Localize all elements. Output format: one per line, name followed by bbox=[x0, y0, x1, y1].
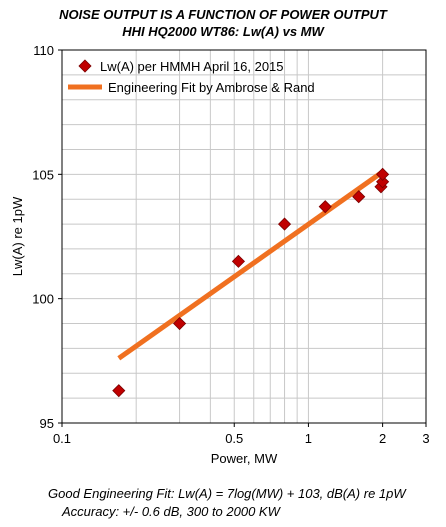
legend-label-line: Engineering Fit by Ambrose & Rand bbox=[108, 80, 315, 95]
y-axis-label: Lw(A) re 1pW bbox=[10, 196, 25, 276]
fit-line bbox=[117, 169, 385, 361]
plot-area bbox=[61, 49, 427, 424]
data-point bbox=[112, 384, 126, 398]
data-point bbox=[376, 167, 390, 181]
data-point bbox=[277, 217, 292, 231]
series-layer bbox=[112, 167, 390, 398]
legend-label-scatter: Lw(A) per HMMH April 16, 2015 bbox=[100, 59, 284, 74]
x-tick-label: 0.1 bbox=[53, 431, 71, 446]
y-tick-label: 105 bbox=[32, 167, 54, 182]
grid bbox=[62, 50, 426, 423]
x-axis-label: Power, MW bbox=[211, 451, 278, 466]
chart-title: NOISE OUTPUT IS A FUNCTION OF POWER OUTP… bbox=[59, 7, 387, 22]
data-point bbox=[231, 254, 246, 268]
x-tick-label: 2 bbox=[379, 431, 386, 446]
x-tick-label: 1 bbox=[305, 431, 312, 446]
data-point bbox=[376, 175, 390, 189]
legend-marker-scatter bbox=[78, 59, 92, 73]
data-point bbox=[173, 316, 187, 331]
x-tick-label: 0.5 bbox=[225, 431, 243, 446]
tick-labels: 0.1 0.5 1 2 3 95 100 105 110 bbox=[32, 43, 429, 446]
chart-subtitle: HHI HQ2000 WT86: Lw(A) vs MW bbox=[122, 24, 324, 39]
x-tick-label: 3 bbox=[422, 431, 429, 446]
y-tick-label: 95 bbox=[40, 416, 54, 431]
y-tick-label: 110 bbox=[33, 43, 54, 58]
accuracy-note: Accuracy: +/- 0.6 dB, 300 to 2000 KW bbox=[62, 504, 280, 519]
legend: Lw(A) per HMMH April 16, 2015 Engineering… bbox=[68, 59, 315, 95]
data-point bbox=[318, 200, 332, 214]
y-tick-label: 100 bbox=[32, 292, 54, 307]
data-point bbox=[352, 190, 366, 204]
chart: 0.1 0.5 1 2 3 95 100 105 110 Lw(A) per HMMH Apri… bbox=[10, 43, 430, 466]
fit-equation-note: Good Engineering Fit: Lw(A) = 7log(MW) +… bbox=[48, 486, 406, 501]
